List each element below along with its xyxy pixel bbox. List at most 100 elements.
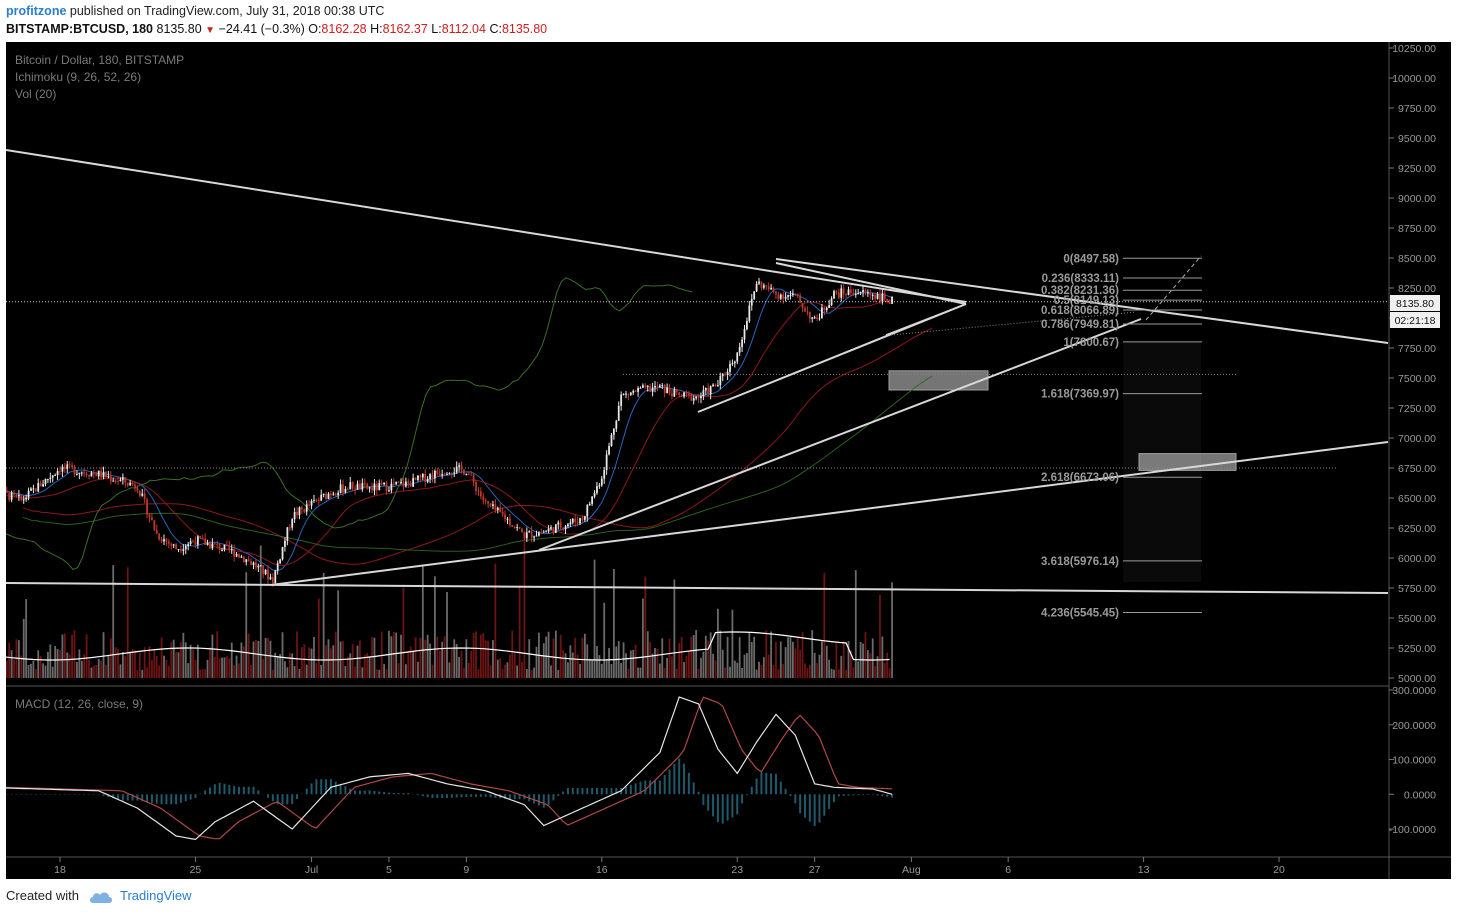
price-tick-label: 6000.00: [1398, 553, 1436, 565]
volume-bar: [404, 664, 407, 678]
volume-bar: [721, 649, 724, 678]
volume-bar: [114, 647, 117, 678]
volume-bar: [8, 642, 11, 678]
candle-body: [10, 492, 13, 500]
tradingview-cloud-icon: [89, 892, 112, 903]
price-chart[interactable]: 0(8497.58)0.236(8333.11)0.382(8231.36)0.…: [6, 42, 1451, 879]
macd-histogram-bar: [537, 794, 540, 806]
volume-bar: [109, 638, 112, 678]
candle-body: [271, 577, 274, 584]
volume-bar: [513, 653, 516, 678]
volume-bar: [262, 658, 265, 678]
tradingview-link[interactable]: TradingView: [120, 888, 192, 903]
macd-histogram-bar: [204, 790, 207, 795]
candle-body: [567, 524, 569, 527]
volume-bar: [552, 638, 555, 678]
candle-body: [184, 546, 187, 550]
inner-support-line[interactable]: [885, 303, 967, 336]
candle-body: [175, 544, 177, 550]
candle-body: [620, 394, 623, 406]
candle-body: [593, 493, 596, 497]
volume-bar: [586, 644, 589, 678]
candle-body: [850, 289, 852, 293]
volume-bar: [189, 644, 192, 678]
macd-tick-label: 0.0000: [1404, 789, 1436, 801]
candle-body: [30, 488, 32, 491]
macd-histogram-bar: [513, 794, 516, 800]
volume-bar: [27, 664, 30, 678]
candle-body: [804, 308, 806, 312]
volume-bar: [83, 654, 86, 678]
candle-body: [47, 478, 49, 480]
candle-body: [692, 398, 695, 401]
resistance-trendline-extended[interactable]: [775, 258, 1389, 344]
author-link[interactable]: profitzone: [6, 4, 67, 18]
candle-body: [342, 484, 344, 493]
volume-bar: [170, 642, 173, 678]
high-label: H:: [370, 22, 383, 36]
candle-body: [837, 292, 840, 298]
macd-histogram-bar: [600, 787, 603, 795]
volume-bar: [741, 667, 743, 678]
volume-bar: [32, 660, 35, 678]
volume-bar: [257, 640, 260, 678]
legend-volume: Vol (20): [15, 87, 56, 101]
volume-bar: [13, 659, 15, 678]
volume-bar: [390, 636, 393, 678]
macd-histogram-bar: [378, 791, 381, 795]
volume-bar: [828, 659, 831, 678]
candle-body: [791, 293, 794, 296]
volume-bar: [847, 640, 850, 678]
volume-bar: [426, 634, 429, 678]
volume-bar: [182, 632, 185, 678]
macd-histogram-bar: [813, 794, 816, 826]
price-tick-label: 8500.00: [1398, 253, 1436, 265]
triangle-upper-line[interactable]: [775, 262, 967, 305]
long-support-line[interactable]: [270, 441, 1389, 586]
fib-level-label: 0.382(8231.36): [1041, 285, 1119, 297]
price-tick-label: 5750.00: [1398, 583, 1436, 595]
volume-bar: [211, 634, 214, 678]
candle-body: [857, 293, 860, 295]
candle-body: [83, 472, 86, 474]
macd-histogram-bar: [750, 786, 753, 795]
candle-body: [284, 540, 286, 547]
open-value: 8162.28: [321, 22, 367, 36]
candle-body: [743, 329, 746, 340]
macd-histogram-bar: [852, 794, 855, 796]
candle-body: [627, 393, 630, 395]
volume-bar: [874, 666, 877, 678]
macd-histogram-bar: [383, 792, 386, 795]
volume-bar: [196, 644, 199, 678]
rising-support-line[interactable]: [538, 318, 1142, 551]
candle-body: [518, 527, 521, 529]
resistance-trendline[interactable]: [6, 149, 967, 303]
volume-bar: [499, 657, 502, 678]
candle-body: [482, 496, 485, 501]
volume-bar: [866, 650, 869, 678]
macd-histogram-bar: [799, 794, 802, 814]
volume-bar: [748, 632, 751, 678]
volume-bar: [134, 650, 136, 678]
volume-bar: [267, 637, 269, 678]
candle-body: [255, 562, 257, 568]
volume-bar: [574, 637, 577, 678]
volume-bar: [484, 640, 487, 678]
horizontal-support-line[interactable]: [6, 582, 1389, 594]
candle-body: [182, 549, 185, 551]
volume-bar: [845, 669, 847, 678]
candle-body: [39, 483, 42, 487]
candle-body: [472, 474, 475, 483]
macd-histogram-bar: [296, 794, 299, 800]
macd-histogram-bar: [354, 790, 357, 795]
volume-bar: [629, 650, 632, 678]
candle-body: [109, 476, 112, 482]
volume-bar: [642, 598, 644, 678]
bar-timer-badge: 02:21:18: [1390, 312, 1440, 328]
candle-body: [177, 549, 180, 551]
volume-bar: [791, 641, 794, 678]
candle-body: [700, 396, 702, 399]
candle-body: [192, 541, 194, 543]
candle-body: [247, 559, 250, 561]
volume-bar: [830, 668, 833, 678]
